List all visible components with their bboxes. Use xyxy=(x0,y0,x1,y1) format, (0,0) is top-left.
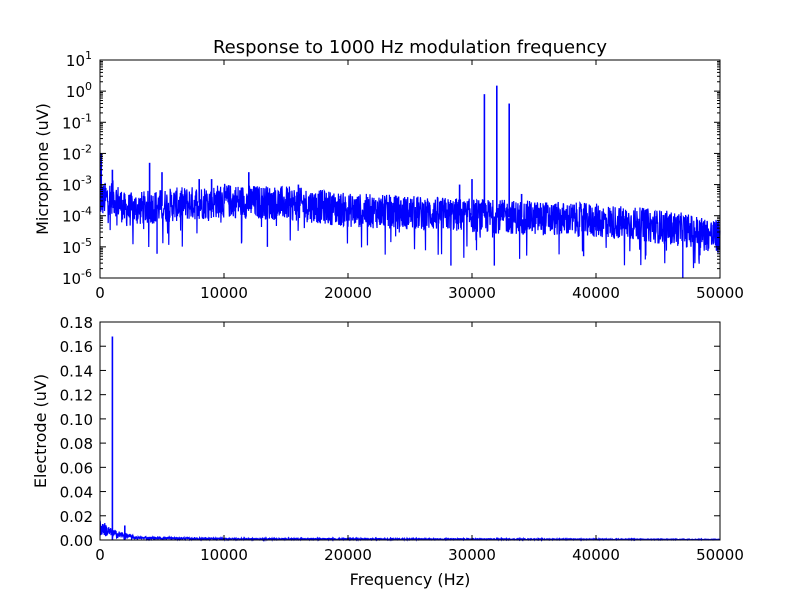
electrode-y-tick-label: 0.18 xyxy=(60,314,93,332)
microphone-x-tick-label: 40000 xyxy=(572,284,620,302)
electrode-axis-ticks: 0 10000 20000 30000 40000 50000 0.00 0.02 0.04 0.… xyxy=(60,314,744,564)
microphone-chart: 0 10000 20000 30000 40000 5000010-610-510-410… xyxy=(33,49,744,302)
microphone-x-tick-label: 20000 xyxy=(324,284,372,302)
electrode-chart: 0 10000 20000 30000 40000 50000 0.00 0.02 0.04 0.… xyxy=(31,314,744,589)
electrode-y-axis-label: Electrode (uV) xyxy=(31,374,50,488)
electrode-x-tick-label: 50000 xyxy=(696,546,744,564)
microphone-y-axis-label: Microphone (uV) xyxy=(33,103,52,235)
electrode-x-tick-label: 0 xyxy=(95,546,105,564)
electrode-noise-trace xyxy=(99,520,721,542)
electrode-x-axis-label: Frequency (Hz) xyxy=(350,570,471,589)
microphone-plot-frame xyxy=(99,59,721,279)
microphone-x-tick-label: 50000 xyxy=(696,284,744,302)
electrode-y-tick-label: 0.08 xyxy=(60,435,93,453)
electrode-y-tick-label: 0.16 xyxy=(60,338,93,356)
microphone-series-line xyxy=(99,85,721,278)
electrode-x-tick-label: 30000 xyxy=(448,546,496,564)
electrode-y-tick-label: 0.10 xyxy=(60,411,93,429)
electrode-y-tick-label: 0.06 xyxy=(60,459,93,477)
electrode-y-tick-label: 0.04 xyxy=(60,484,93,502)
microphone-x-tick-label: 30000 xyxy=(448,284,496,302)
electrode-y-tick-label: 0.02 xyxy=(60,508,93,526)
microphone-x-tick-label: 0 xyxy=(95,284,105,302)
electrode-y-tick-label: 0.00 xyxy=(60,532,93,550)
electrode-series-line xyxy=(99,336,721,542)
microphone-noise-trace xyxy=(99,180,721,269)
electrode-plot-frame xyxy=(99,321,721,541)
figure-title: Response to 1000 Hz modulation frequency xyxy=(213,37,607,58)
electrode-y-tick-label: 0.14 xyxy=(60,362,93,380)
electrode-y-tick-label: 0.12 xyxy=(60,387,93,405)
microphone-x-tick-label: 10000 xyxy=(200,284,248,302)
electrode-x-tick-label: 40000 xyxy=(572,546,620,564)
electrode-x-tick-label: 20000 xyxy=(324,546,372,564)
electrode-x-tick-label: 10000 xyxy=(200,546,248,564)
